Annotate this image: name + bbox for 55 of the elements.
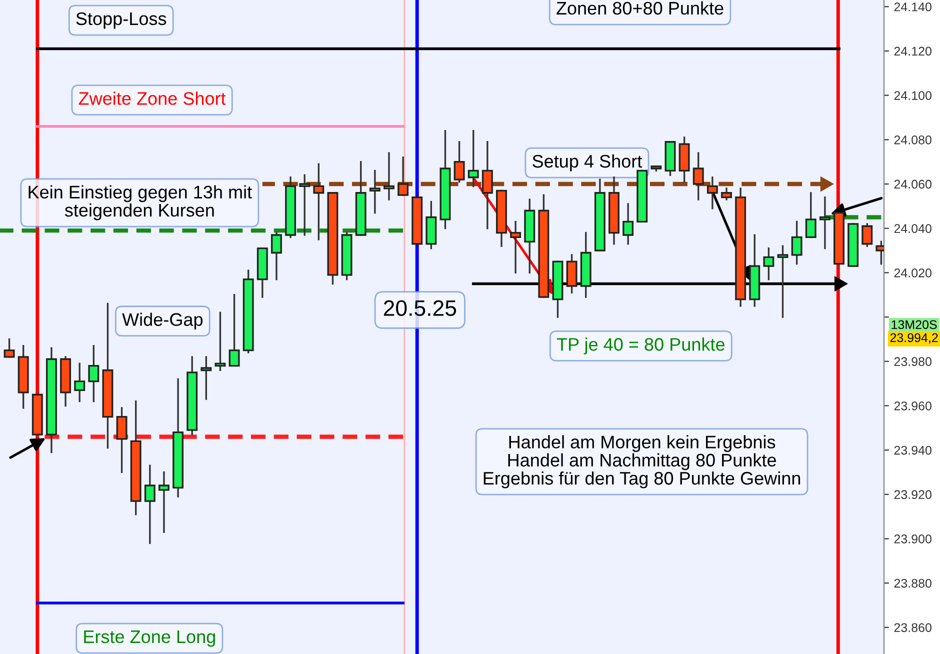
candlestick xyxy=(763,247,774,280)
candlestick xyxy=(144,464,156,544)
y-tick-label: 23.980 xyxy=(894,357,932,366)
annotation: Stopp-Loss xyxy=(76,12,166,29)
candlestick xyxy=(158,471,170,533)
y-tick-label: 23.920 xyxy=(894,490,932,500)
candlestick xyxy=(398,156,409,196)
candlestick xyxy=(214,312,226,372)
y-tick-label: 23.900 xyxy=(894,534,932,544)
annotation: Handel am Morgen kein Ergebnis Handel am Nachmittag 80 Punkte Ergebnis für den Tag 80 Punkte Gewinn xyxy=(484,435,800,488)
candlestick xyxy=(819,196,830,250)
y-tick-label: 24.140 xyxy=(894,2,932,12)
y-tick-label: 24.060 xyxy=(894,180,932,189)
candlestick xyxy=(454,141,465,183)
candlestick xyxy=(721,188,732,200)
text: 13M20S xyxy=(892,320,937,330)
candlestick xyxy=(271,232,282,280)
candlestick xyxy=(692,152,704,200)
y-tick-label: 24.100 xyxy=(894,91,932,100)
candlestick xyxy=(622,203,634,245)
y-tick-label: 24.120 xyxy=(894,46,932,56)
candlestick xyxy=(200,356,212,400)
annotation: 20.5.25 xyxy=(384,300,456,316)
y-tick-label: 23.860 xyxy=(894,623,932,632)
y-tick-label: 24.040 xyxy=(894,224,932,233)
annotation: Setup 4 Short xyxy=(532,154,642,172)
candlestick xyxy=(468,130,479,188)
candlestick xyxy=(706,176,718,210)
candlestick xyxy=(116,407,128,474)
candlestick xyxy=(791,220,802,265)
candlestick xyxy=(74,362,86,402)
annotation: Wide-Gap xyxy=(122,312,203,330)
candlestick xyxy=(862,223,873,247)
annotation: Zweite Zone Short xyxy=(78,92,226,105)
annotation: TP je 40 = 80 Punkte xyxy=(556,338,725,354)
candlestick xyxy=(384,152,394,200)
candlestick xyxy=(482,141,493,230)
candlestick xyxy=(4,338,15,358)
candlestick xyxy=(299,174,310,236)
y-tick-label: 24.080 xyxy=(894,135,932,144)
y-tick-label: 23.960 xyxy=(894,402,932,410)
y-tick-label: 23.880 xyxy=(894,578,932,588)
candlestick xyxy=(369,170,380,214)
candlestick xyxy=(313,163,324,240)
annotation: Erste Zone Long xyxy=(84,630,215,647)
candlestick xyxy=(805,192,816,238)
candlestick xyxy=(777,245,788,318)
candlestick xyxy=(228,294,240,367)
annotation: Kein Einstieg gegen 13h mit steigenden Kursen xyxy=(28,185,252,220)
candlestick xyxy=(88,345,100,402)
text: 23.994,2 xyxy=(890,333,938,344)
annotation: Zonen 80+80 Punkte xyxy=(556,1,724,15)
y-tick-label: 24.020 xyxy=(894,268,932,278)
y-tick-label: 23.940 xyxy=(894,446,932,455)
candlestick xyxy=(510,220,522,274)
